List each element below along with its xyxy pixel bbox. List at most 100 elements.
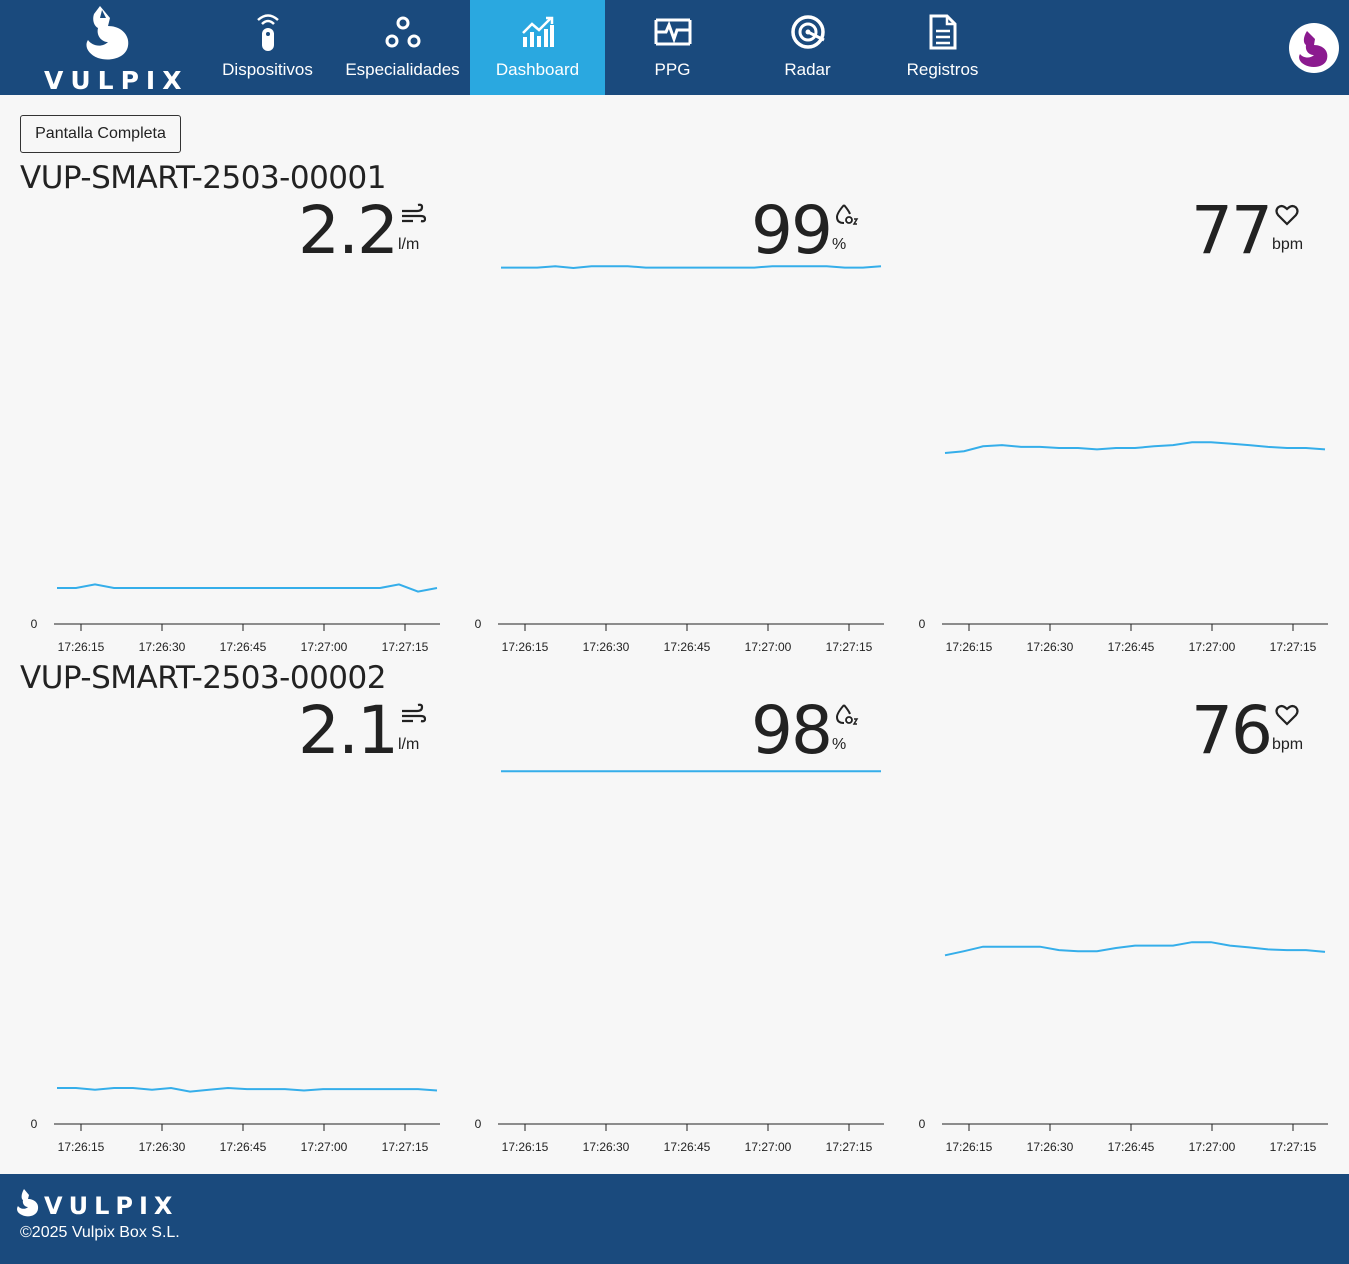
x-tick-label: 17:27:15 (826, 1140, 873, 1154)
radar-icon (788, 12, 828, 52)
spo2-chart: 0 17:26:15 17:26:30 17:26:45 17:27:00 17:27:1… (475, 770, 884, 1154)
x-tick-label: 17:26:15 (502, 640, 549, 654)
x-tick-label: 17:26:30 (139, 640, 186, 654)
heart-icon (1275, 204, 1299, 226)
oxygen-drop-icon (835, 204, 859, 225)
spo2-chart: 0 17:26:15 17:26:30 17:26:45 17:27:00 17:27:1… (475, 265, 884, 654)
metric-unit: bpm (1272, 236, 1304, 253)
nav-item-ppg[interactable]: PPG (605, 0, 740, 95)
x-tick-label: 17:27:00 (1189, 1140, 1236, 1154)
nav-label: Dispositivos (222, 60, 313, 79)
heart-icon (1275, 704, 1299, 726)
brand-wordmark: VULPIX (44, 66, 189, 95)
x-tick-label: 17:27:00 (745, 640, 792, 654)
user-avatar[interactable] (1289, 23, 1339, 73)
metric-value: 99 (751, 192, 833, 269)
y-tick-label: 0 (475, 617, 482, 631)
metric-unit: % (832, 236, 847, 253)
top-navigation-bar: VULPIX Dispositivos Especialidades Dashb… (0, 0, 1349, 95)
fullscreen-button[interactable]: Pantalla Completa (20, 115, 181, 153)
metric-unit: bpm (1272, 736, 1304, 753)
fox-logo-icon (17, 1189, 39, 1217)
spo2-metric: 98 % (700, 692, 866, 770)
series-line (501, 265, 882, 270)
nav-item-especialidades[interactable]: Especialidades (335, 0, 470, 95)
x-tick-label: 17:26:30 (583, 1140, 630, 1154)
nav-label: PPG (654, 60, 691, 79)
footer-brand-wordmark: VULPIX (44, 1192, 179, 1220)
x-tick-label: 17:26:15 (502, 1140, 549, 1154)
x-tick-label: 17:27:15 (382, 640, 429, 654)
document-icon (923, 12, 963, 52)
nav-item-dispositivos[interactable]: Dispositivos (200, 0, 335, 95)
y-tick-label: 0 (919, 617, 926, 631)
heart-rate-metric: 76 bpm (1140, 692, 1306, 770)
y-tick-label: 0 (919, 1117, 926, 1131)
vulpix-logo[interactable]: VULPIX (40, 4, 181, 95)
main-nav: Dispositivos Especialidades Dashboard PP… (200, 0, 1010, 95)
device-title: VUP-SMART-2503-00001 (20, 160, 386, 196)
x-tick-label: 17:26:45 (1108, 1140, 1155, 1154)
metric-value: 2.2 (298, 192, 399, 269)
oxygen-drop-icon (835, 704, 859, 725)
nav-label: Registros (906, 60, 979, 79)
metric-unit: % (832, 736, 847, 753)
series-line (57, 583, 438, 593)
fox-logo-icon (86, 6, 129, 60)
metric-value: 98 (751, 692, 833, 769)
copyright-text: ©2025 Vulpix Box S.L. (20, 1224, 180, 1241)
heart-rate-chart: 0 17:26:15 17:26:30 17:26:45 17:27:00 17:27:1… (919, 441, 1328, 654)
series-line (57, 1086, 438, 1093)
x-tick-label: 17:26:30 (1027, 640, 1074, 654)
metric-value: 2.1 (298, 692, 399, 769)
x-tick-label: 17:26:45 (1108, 640, 1155, 654)
heart-rate-metric: 77 bpm (1140, 198, 1306, 270)
y-tick-label: 0 (31, 617, 38, 631)
x-tick-label: 17:26:30 (583, 640, 630, 654)
metric-value: 76 (1191, 692, 1273, 769)
metric-unit: l/m (398, 736, 420, 753)
y-tick-label: 0 (31, 1117, 38, 1131)
x-tick-label: 17:26:30 (139, 1140, 186, 1154)
x-tick-label: 17:26:15 (58, 640, 105, 654)
y-tick-label: 0 (475, 1117, 482, 1131)
x-tick-label: 17:26:45 (220, 640, 267, 654)
nav-item-registros[interactable]: Registros (875, 0, 1010, 95)
nodes-icon (383, 12, 423, 52)
wind-icon (402, 203, 426, 223)
respiration-chart: 0 17:26:15 17:26:30 17:26:45 17:27:00 17:27:1… (31, 583, 440, 654)
respiration-metric: 2.2 l/m (260, 192, 432, 270)
x-tick-label: 17:27:00 (301, 640, 348, 654)
x-tick-label: 17:26:30 (1027, 1140, 1074, 1154)
x-tick-label: 17:26:45 (664, 1140, 711, 1154)
x-tick-label: 17:27:00 (301, 1140, 348, 1154)
nav-label: Especialidades (345, 60, 460, 79)
x-tick-label: 17:26:15 (946, 1140, 993, 1154)
device-title: VUP-SMART-2503-00002 (20, 660, 386, 696)
nav-label: Dashboard (495, 60, 580, 79)
x-tick-label: 17:27:15 (826, 640, 873, 654)
x-tick-label: 17:26:45 (220, 1140, 267, 1154)
x-tick-label: 17:27:15 (1270, 640, 1317, 654)
metric-unit: l/m (398, 236, 420, 253)
page-footer: VULPIX ©2025 Vulpix Box S.L. (0, 1174, 1349, 1264)
nav-item-radar[interactable]: Radar (740, 0, 875, 95)
respiration-metric: 2.1 l/m (260, 692, 432, 770)
heart-rate-chart: 0 17:26:15 17:26:30 17:26:45 17:27:00 17:27:1… (919, 941, 1328, 1154)
series-line (944, 941, 1326, 957)
x-tick-label: 17:26:15 (58, 1140, 105, 1154)
nav-label: Radar (784, 60, 831, 79)
series-line (944, 441, 1326, 454)
spo2-metric: 99 % (700, 192, 866, 270)
wind-icon (402, 703, 426, 723)
x-tick-label: 17:26:15 (946, 640, 993, 654)
x-tick-label: 17:27:15 (1270, 1140, 1317, 1154)
waveform-icon (653, 12, 693, 52)
chart-icon (518, 12, 558, 52)
x-tick-label: 17:27:00 (745, 1140, 792, 1154)
fox-avatar-icon (1299, 31, 1328, 67)
x-tick-label: 17:26:45 (664, 640, 711, 654)
nav-item-dashboard[interactable]: Dashboard (470, 0, 605, 95)
remote-icon (248, 12, 288, 52)
respiration-chart: 0 17:26:15 17:26:30 17:26:45 17:27:00 17:27:1… (31, 1086, 440, 1154)
